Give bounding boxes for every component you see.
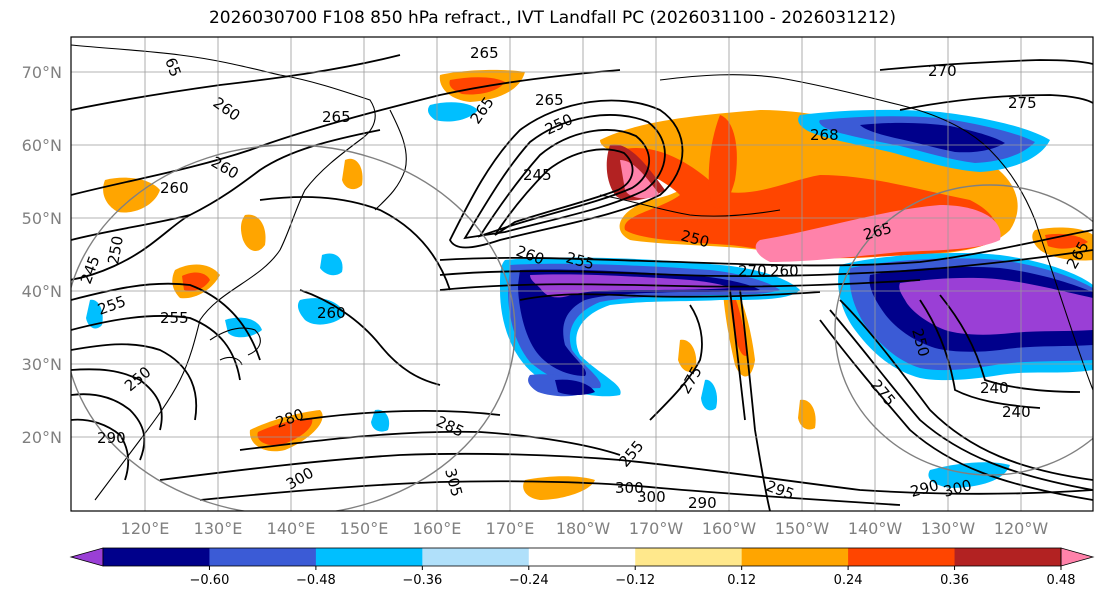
colorbar-segment	[422, 548, 530, 566]
colorbar	[69, 547, 1095, 567]
colorbar-tick-label: −0.36	[402, 573, 442, 588]
colorbar-tick-label: 0.12	[727, 573, 756, 588]
lon-label: 170°W	[629, 519, 684, 538]
lat-label: 40°N	[22, 282, 62, 301]
lon-label: 140°W	[848, 519, 903, 538]
contour-label: 240	[980, 379, 1009, 397]
contour-label: 245	[523, 166, 552, 184]
lat-label: 50°N	[22, 209, 62, 228]
latitude-labels: 20°N 30°N 40°N 50°N 60°N 70°N	[22, 63, 62, 447]
colorbar-border	[102, 547, 1062, 567]
contour-label: 290	[688, 494, 717, 512]
contour-label: 65	[161, 55, 184, 79]
lon-label: 180°W	[556, 519, 611, 538]
contour-label: 300	[615, 479, 644, 497]
lon-label: 170°E	[486, 519, 535, 538]
colorbar-tick-label: 0.36	[940, 573, 969, 588]
contour-label: 260	[770, 262, 799, 280]
contour-label: 275	[1008, 94, 1037, 112]
map-title: 2026030700 F108 850 hPa refract., IVT La…	[208, 8, 896, 28]
colorbar-tick-label: −0.12	[615, 573, 655, 588]
lon-label: 120°E	[121, 519, 170, 538]
graticule	[71, 37, 1093, 511]
contour-label: 268	[810, 126, 839, 144]
contour-label: 290	[97, 429, 126, 447]
colorbar-segment	[635, 548, 743, 566]
colorbar-segment	[209, 548, 317, 566]
lon-label: 160°W	[702, 519, 757, 538]
colorbar-tick-label: 0.48	[1047, 573, 1076, 588]
colorbar-extension-high	[1060, 547, 1095, 567]
colorbar-extension-low	[69, 547, 104, 567]
lon-label: 150°W	[775, 519, 830, 538]
contour-label: 270	[738, 262, 767, 280]
lon-label: 150°E	[340, 519, 389, 538]
colorbar-segment	[954, 548, 1062, 566]
contour-label: 270	[928, 62, 957, 80]
colorbar-tick-label: −0.48	[296, 573, 336, 588]
colorbar-segment	[848, 548, 956, 566]
colorbar-tick-label: −0.24	[509, 573, 549, 588]
colorbar-ticks: −0.60 −0.48 −0.36 −0.24 −0.12 0.12 0.24 0.36 0.4…	[190, 566, 1076, 588]
contour-label: 265	[535, 91, 564, 109]
contour-label: 265	[322, 108, 351, 126]
lon-label: 120°W	[994, 519, 1049, 538]
lon-label: 130°W	[921, 519, 976, 538]
contour-label: 260	[160, 179, 189, 197]
colorbar-segment	[103, 548, 210, 566]
colorbar-tick-label: 0.24	[834, 573, 863, 588]
colorbar-segment	[315, 548, 423, 566]
contour-label: 300	[637, 488, 666, 506]
contour-label: 265	[470, 44, 499, 62]
lon-label: 160°E	[413, 519, 462, 538]
colorbar-segment	[528, 548, 636, 566]
lat-label: 60°N	[22, 136, 62, 155]
colorbar-segment	[741, 548, 849, 566]
contour-label: 240	[1002, 403, 1031, 421]
contour-label: 255	[160, 309, 189, 327]
lat-label: 20°N	[22, 428, 62, 447]
contour-label: 250	[104, 234, 127, 265]
lat-label: 30°N	[22, 355, 62, 374]
range-circle-east	[834, 184, 1093, 476]
lon-label: 140°E	[267, 519, 316, 538]
contours	[71, 54, 1093, 511]
lat-label: 70°N	[22, 63, 62, 82]
range-circle-west	[71, 144, 516, 511]
lon-label: 130°E	[194, 519, 243, 538]
longitude-labels: 120°E 130°E 140°E 150°E 160°E 170°E 180°…	[121, 519, 1049, 538]
map-frame	[70, 36, 1094, 512]
contour-label: 260	[317, 304, 346, 322]
colorbar-tick-label: −0.60	[190, 573, 230, 588]
